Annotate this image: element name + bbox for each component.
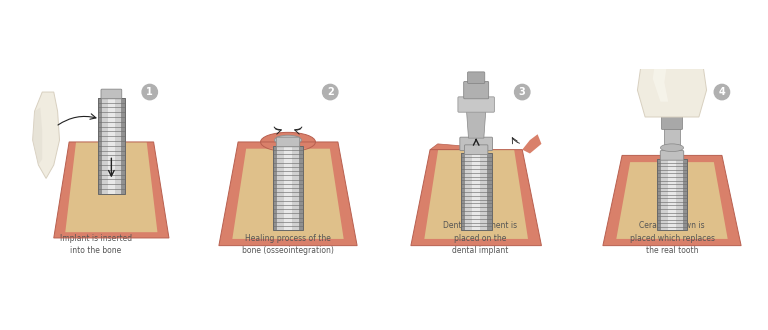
Text: Healing process of the
bone (osseointegration): Healing process of the bone (osseointegr… xyxy=(242,234,334,255)
Circle shape xyxy=(323,84,338,100)
Text: 2: 2 xyxy=(327,87,333,97)
Bar xyxy=(121,98,124,194)
Ellipse shape xyxy=(260,132,316,151)
Text: Ceramic crown is
placed which replaces
the real tooth: Ceramic crown is placed which replaces t… xyxy=(630,221,714,255)
Bar xyxy=(465,153,487,230)
Bar xyxy=(664,121,680,155)
Bar xyxy=(461,153,465,230)
Text: Dental abutment is
placed on the
dental implant: Dental abutment is placed on the dental … xyxy=(443,221,517,255)
Polygon shape xyxy=(32,92,59,179)
Ellipse shape xyxy=(660,144,684,151)
Bar xyxy=(98,98,102,194)
Polygon shape xyxy=(65,142,157,232)
Bar xyxy=(102,98,121,194)
FancyBboxPatch shape xyxy=(460,137,492,150)
Bar xyxy=(273,146,303,230)
Polygon shape xyxy=(522,134,541,153)
FancyBboxPatch shape xyxy=(465,145,488,154)
FancyBboxPatch shape xyxy=(468,72,485,83)
Polygon shape xyxy=(616,162,728,239)
Bar xyxy=(668,159,676,230)
Bar xyxy=(273,146,277,230)
Bar xyxy=(487,153,492,230)
Polygon shape xyxy=(637,40,707,117)
Circle shape xyxy=(714,84,730,100)
Polygon shape xyxy=(54,142,169,238)
Bar xyxy=(299,146,303,230)
FancyBboxPatch shape xyxy=(276,137,300,147)
Text: 3: 3 xyxy=(519,87,525,97)
FancyBboxPatch shape xyxy=(660,150,684,160)
Ellipse shape xyxy=(275,135,301,145)
FancyBboxPatch shape xyxy=(101,89,121,99)
Bar xyxy=(683,159,687,230)
Polygon shape xyxy=(32,107,42,165)
Polygon shape xyxy=(653,44,668,102)
Polygon shape xyxy=(466,111,485,138)
Bar xyxy=(657,159,687,230)
Polygon shape xyxy=(424,149,528,239)
Bar xyxy=(277,146,299,230)
Polygon shape xyxy=(232,149,344,239)
Bar xyxy=(657,159,661,230)
FancyBboxPatch shape xyxy=(661,112,683,129)
Bar xyxy=(98,98,124,194)
Bar xyxy=(108,98,114,194)
Text: 1: 1 xyxy=(147,87,153,97)
Polygon shape xyxy=(411,149,541,246)
Circle shape xyxy=(142,84,157,100)
Text: 4: 4 xyxy=(719,87,725,97)
FancyBboxPatch shape xyxy=(458,97,495,112)
Circle shape xyxy=(515,84,530,100)
Text: Implant is inserted
into the bone: Implant is inserted into the bone xyxy=(60,234,132,255)
Bar xyxy=(661,159,683,230)
Bar xyxy=(461,153,492,230)
Bar xyxy=(472,153,480,230)
Polygon shape xyxy=(603,155,741,246)
Bar xyxy=(284,146,292,230)
Polygon shape xyxy=(430,144,461,149)
FancyBboxPatch shape xyxy=(464,82,488,99)
Polygon shape xyxy=(219,142,357,246)
